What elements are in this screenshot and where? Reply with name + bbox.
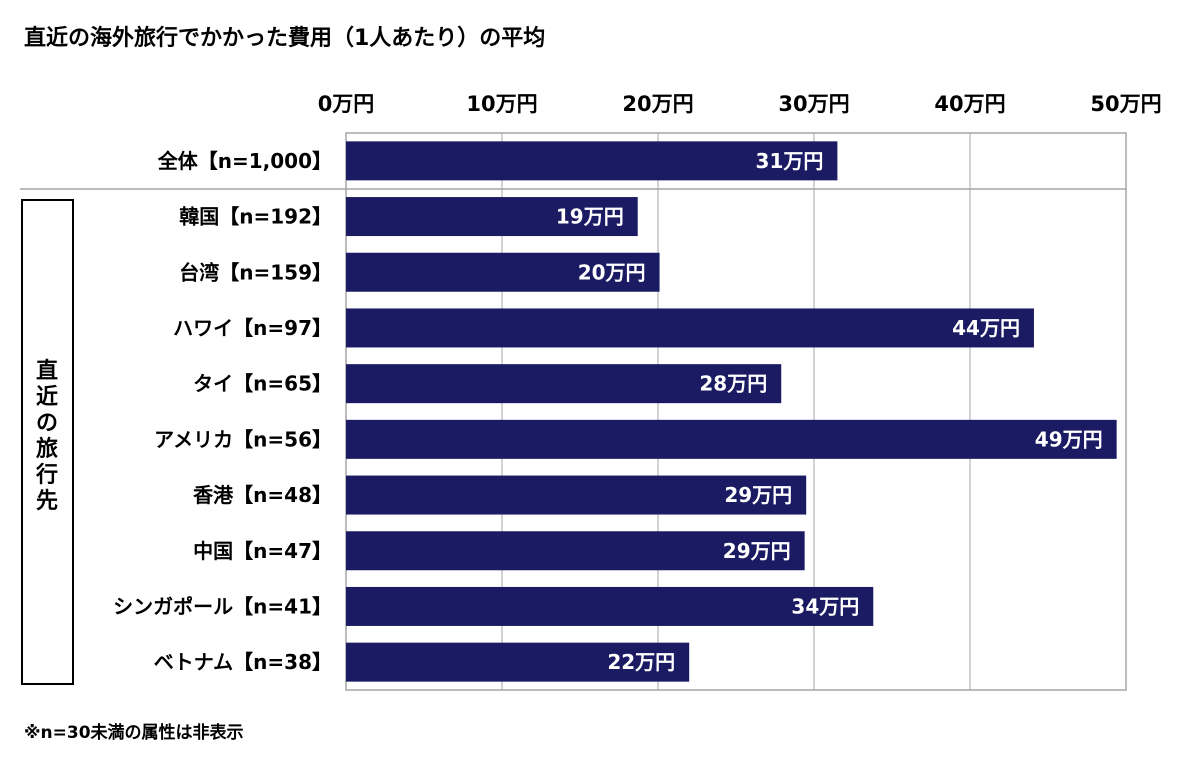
category-label: 全体【n=1,000】 (157, 149, 332, 173)
group-label-char: 旅 (36, 436, 58, 462)
value-label: 31万円 (756, 149, 824, 173)
x-axis-ticks: 0万円 10万円 20万円 30万円 40万円 50万円 (318, 92, 1162, 116)
bar (346, 642, 690, 682)
category-labels: 全体【n=1,000】韓国【n=192】台湾【n=159】ハワイ【n=97】タイ… (113, 149, 332, 674)
footnote: ※n=30未満の属性は非表示 (24, 723, 244, 743)
group-label-char: の (36, 411, 58, 436)
group-label-char: 近 (36, 384, 58, 410)
bar (346, 141, 838, 181)
bar (346, 475, 807, 515)
bar (346, 197, 638, 237)
category-label: ハワイ【n=97】 (173, 316, 332, 340)
bar (346, 586, 874, 626)
category-label: 韓国【n=192】 (179, 205, 332, 229)
bar (346, 419, 1117, 459)
bar (346, 531, 805, 571)
plot-area-border (345, 132, 1127, 691)
x-tick-label: 20万円 (622, 92, 693, 116)
x-tick-label: 40万円 (934, 92, 1005, 116)
x-tick-label: 10万円 (466, 92, 537, 116)
group-label-char: 先 (36, 489, 58, 514)
category-label: 香港【n=48】 (193, 483, 332, 507)
value-label: 49万円 (1035, 427, 1103, 451)
category-label: 台湾【n=159】 (179, 260, 332, 284)
group-bracket-box (21, 199, 74, 685)
category-label: シンガポール【n=41】 (113, 594, 332, 618)
value-labels: 31万円 19万円 20万円 44万円 28万円 49万円 29万円 29万円 34万円 22万円 (556, 149, 1103, 674)
x-tick-label: 30万円 (778, 92, 849, 116)
x-tick-label: 50万円 (1090, 92, 1161, 116)
value-label: 44万円 (952, 316, 1020, 340)
category-label: ベトナム【n=38】 (154, 650, 332, 674)
chart-title: 直近の海外旅行でかかった費用（1人あたり）の平均 (24, 26, 546, 51)
bar (346, 308, 1034, 348)
value-label: 29万円 (724, 483, 792, 507)
value-label: 19万円 (556, 205, 624, 229)
value-label: 28万円 (699, 372, 767, 396)
value-label: 29万円 (723, 539, 791, 563)
bars (346, 141, 1117, 682)
value-label: 22万円 (607, 650, 675, 674)
category-label: タイ【n=65】 (193, 372, 332, 396)
category-label: アメリカ【n=56】 (154, 427, 332, 451)
category-label: 中国【n=47】 (193, 539, 332, 563)
bar (346, 252, 660, 292)
group-label-char: 直 (36, 358, 58, 384)
group-label-char: 行 (35, 462, 58, 488)
bar (346, 364, 782, 404)
x-tick-label: 0万円 (318, 92, 375, 116)
value-label: 20万円 (578, 260, 646, 284)
value-label: 34万円 (791, 594, 859, 618)
